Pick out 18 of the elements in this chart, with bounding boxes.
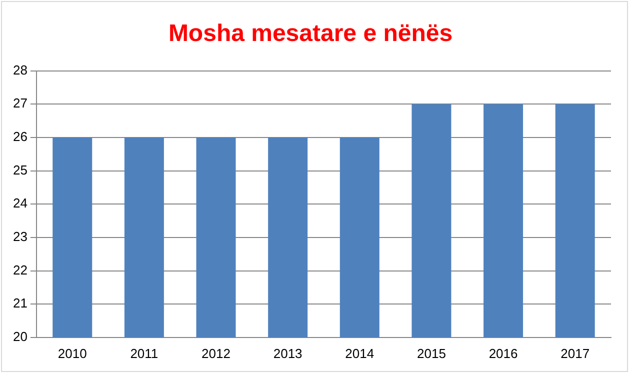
x-tick-label: 2011 [130,346,158,361]
x-tick-label: 2017 [560,346,590,361]
x-tick-label: 2013 [273,346,302,361]
y-tick-label: 27 [12,96,28,111]
x-tick-label: 2014 [345,346,374,361]
y-tick-label: 26 [12,129,28,144]
y-tick-label: 20 [12,328,28,344]
y-tick-label: 24 [12,196,28,211]
x-tick-label: 2010 [58,346,87,361]
y-tick-label: 22 [12,262,28,278]
y-tick-label: 25 [12,162,28,178]
y-tick-label: 23 [12,229,28,244]
x-tick-label: 2015 [416,346,446,361]
y-tick-label: 21 [12,296,28,311]
x-tick-label: 2012 [202,346,230,361]
chart-title: Mosha mesatare e nënës [168,20,453,48]
y-tick-label: 28 [12,62,28,78]
x-tick-label: 2016 [488,346,518,361]
